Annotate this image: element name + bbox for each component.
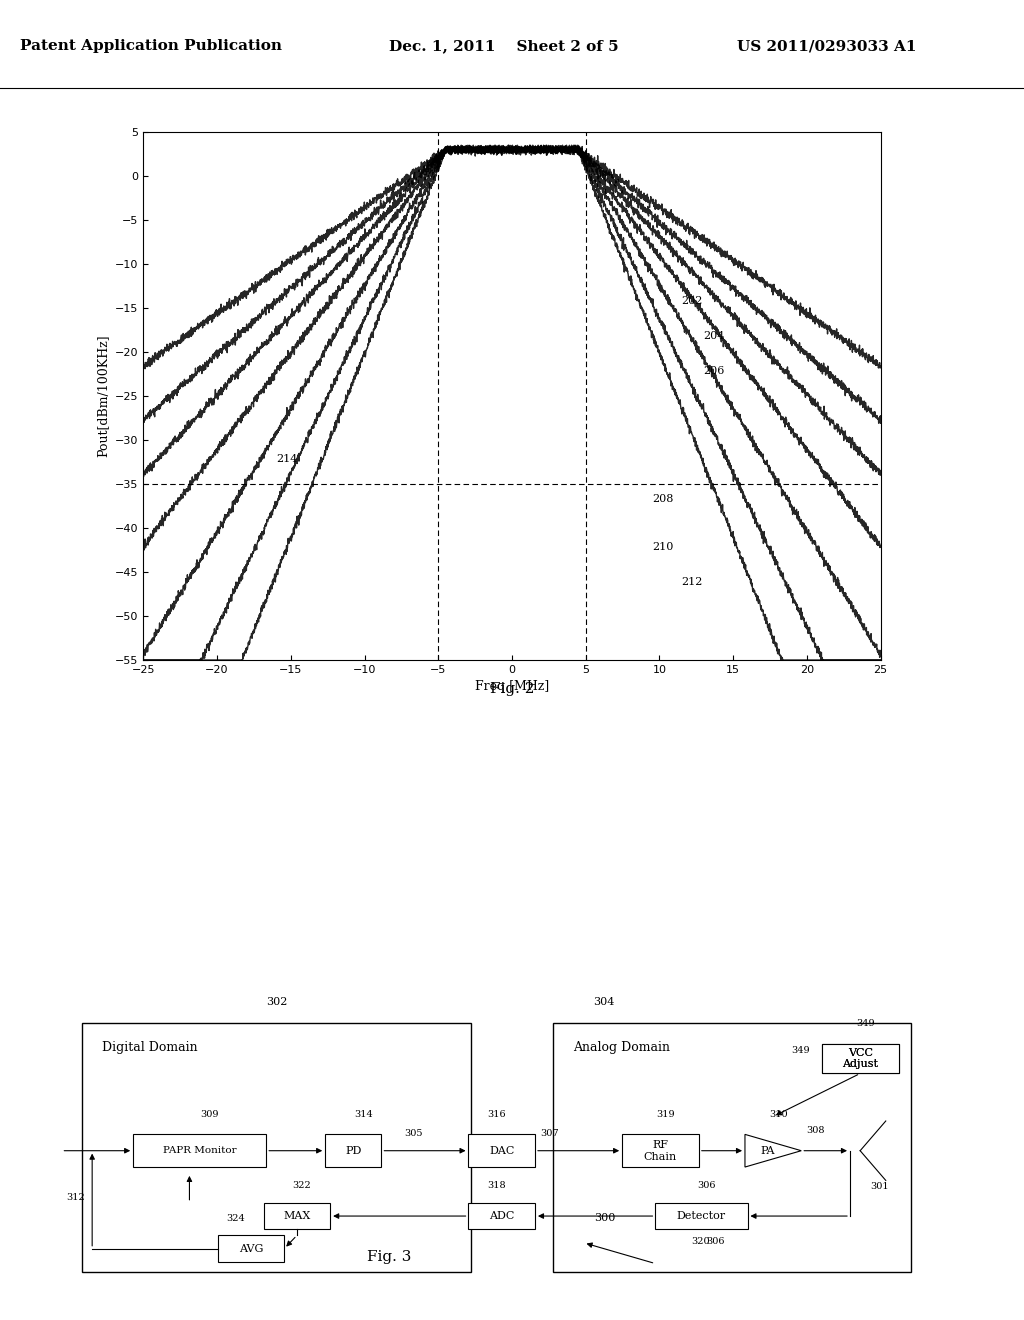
FancyBboxPatch shape [821, 1044, 899, 1073]
Text: Dec. 1, 2011    Sheet 2 of 5: Dec. 1, 2011 Sheet 2 of 5 [389, 40, 618, 53]
Text: Analog Domain: Analog Domain [573, 1040, 671, 1053]
Text: Fig. 3: Fig. 3 [367, 1250, 412, 1263]
X-axis label: Freq [MHz]: Freq [MHz] [475, 680, 549, 693]
Text: 312: 312 [67, 1193, 85, 1201]
FancyBboxPatch shape [821, 1044, 899, 1073]
Text: 322: 322 [293, 1181, 311, 1189]
Y-axis label: Pout[dBm/100KHz]: Pout[dBm/100KHz] [96, 335, 110, 457]
Text: 304: 304 [594, 997, 614, 1007]
FancyBboxPatch shape [553, 1023, 911, 1272]
FancyBboxPatch shape [623, 1134, 698, 1167]
Text: 306: 306 [697, 1181, 716, 1189]
Text: ADC: ADC [489, 1210, 514, 1221]
Text: 210: 210 [652, 543, 674, 552]
Text: 300: 300 [594, 1213, 615, 1224]
Text: PA: PA [761, 1146, 775, 1156]
FancyBboxPatch shape [469, 1134, 535, 1167]
Text: 302: 302 [266, 997, 287, 1007]
Text: 318: 318 [487, 1181, 506, 1189]
FancyBboxPatch shape [217, 1236, 284, 1262]
Text: 206: 206 [703, 366, 725, 376]
Text: 320: 320 [691, 1237, 710, 1246]
Text: VCC
Adjust: VCC Adjust [842, 1048, 879, 1069]
Text: PAPR Monitor: PAPR Monitor [163, 1146, 237, 1155]
Text: 212: 212 [682, 577, 702, 587]
Text: 316: 316 [487, 1110, 506, 1118]
Text: 349: 349 [791, 1045, 810, 1055]
Text: 305: 305 [404, 1129, 423, 1138]
Text: 306: 306 [707, 1237, 725, 1246]
Text: 307: 307 [541, 1129, 559, 1138]
Text: RF
Chain: RF Chain [644, 1140, 677, 1162]
FancyBboxPatch shape [263, 1203, 330, 1229]
Text: DAC: DAC [489, 1146, 514, 1156]
Text: 349: 349 [856, 1019, 874, 1028]
Text: 309: 309 [201, 1110, 219, 1118]
Text: Digital Domain: Digital Domain [102, 1040, 198, 1053]
Text: 314: 314 [354, 1110, 373, 1118]
Text: PD: PD [345, 1146, 361, 1156]
Text: Fig. 2: Fig. 2 [489, 682, 535, 696]
Text: Detector: Detector [677, 1210, 726, 1221]
Text: Patent Application Publication: Patent Application Publication [20, 40, 283, 53]
FancyBboxPatch shape [133, 1134, 266, 1167]
Text: 310: 310 [769, 1110, 787, 1118]
Text: 308: 308 [807, 1126, 825, 1135]
Text: 301: 301 [870, 1183, 889, 1192]
FancyBboxPatch shape [82, 1023, 471, 1272]
Text: 319: 319 [656, 1110, 675, 1118]
Polygon shape [745, 1134, 801, 1167]
Text: 208: 208 [652, 494, 674, 504]
FancyBboxPatch shape [325, 1134, 381, 1167]
Text: 214: 214 [276, 454, 297, 465]
Text: US 2011/0293033 A1: US 2011/0293033 A1 [737, 40, 916, 53]
Text: 324: 324 [226, 1213, 245, 1222]
Text: MAX: MAX [284, 1210, 310, 1221]
FancyBboxPatch shape [469, 1203, 535, 1229]
Text: AVG: AVG [239, 1243, 263, 1254]
Text: 202: 202 [682, 296, 702, 306]
Text: VCC
Adjust: VCC Adjust [842, 1048, 879, 1069]
Text: 204: 204 [703, 331, 725, 341]
FancyBboxPatch shape [655, 1203, 748, 1229]
